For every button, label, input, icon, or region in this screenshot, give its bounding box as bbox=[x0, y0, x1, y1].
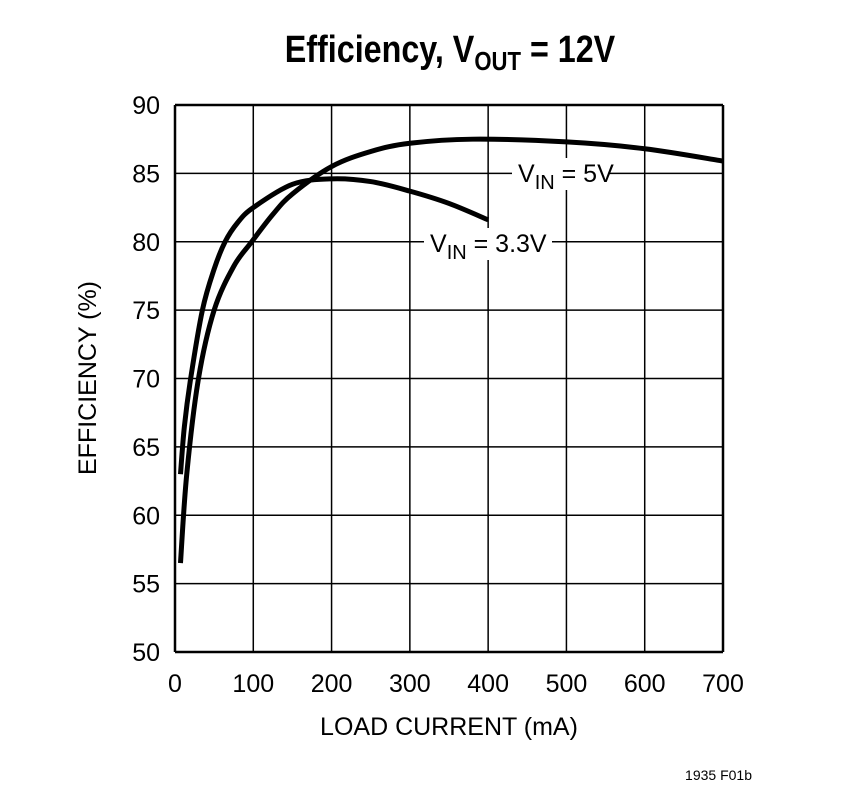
chart-title: Efficiency, VOUT = 12V bbox=[285, 29, 616, 77]
series-labels: VIN = 5V VIN = 3.3V bbox=[424, 158, 614, 264]
series-line-0 bbox=[177, 136, 724, 564]
series-label-bg bbox=[512, 158, 608, 190]
y-tick-label: 55 bbox=[132, 571, 160, 599]
y-tick-label: 70 bbox=[132, 366, 160, 394]
x-tick-label: 600 bbox=[624, 670, 666, 698]
series-line-1 bbox=[177, 176, 490, 475]
y-tick-label: 80 bbox=[132, 229, 160, 257]
y-tick-label: 60 bbox=[132, 502, 160, 530]
x-tick-label: 0 bbox=[168, 670, 182, 698]
y-tick-label: 85 bbox=[132, 160, 160, 188]
y-tick-label: 50 bbox=[132, 639, 160, 667]
x-tick-label: 500 bbox=[546, 670, 588, 698]
x-tick-label: 300 bbox=[389, 670, 431, 698]
x-tick-label: 400 bbox=[467, 670, 509, 698]
y-axis-label: EFFICIENCY (%) bbox=[74, 281, 102, 475]
x-tick-label: 200 bbox=[311, 670, 353, 698]
series-label-bg bbox=[424, 228, 552, 260]
series-label: VIN = 5V bbox=[518, 160, 614, 194]
series-label: VIN = 3.3V bbox=[430, 230, 547, 264]
figure-id: 1935 F01b bbox=[685, 767, 752, 783]
y-tick-label: 65 bbox=[132, 434, 160, 462]
y-tick-label: 90 bbox=[132, 92, 160, 120]
tick-labels: 0 100 200 300 400 500 600 700 50 55 60 65 70 75 80 85 90 bbox=[132, 92, 744, 698]
x-axis-label: LOAD CURRENT (mA) bbox=[320, 713, 578, 741]
grid bbox=[173, 103, 725, 654]
x-tick-label: 100 bbox=[232, 670, 274, 698]
curves bbox=[177, 136, 724, 564]
y-tick-label: 75 bbox=[132, 297, 160, 325]
x-tick-label: 700 bbox=[702, 670, 744, 698]
